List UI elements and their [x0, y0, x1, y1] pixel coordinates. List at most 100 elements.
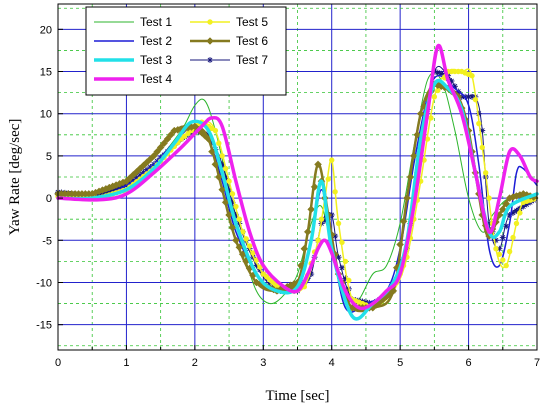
series-point	[510, 209, 517, 216]
series-point	[517, 210, 523, 216]
series-point	[362, 299, 369, 306]
series-test-1	[57, 72, 538, 312]
series-point	[332, 233, 339, 240]
x-tick-label: 1	[123, 357, 129, 369]
series-point	[246, 243, 253, 249]
x-tick-label: 0	[55, 357, 61, 369]
series-point	[315, 237, 321, 243]
series-point	[226, 186, 233, 193]
series-point	[510, 234, 516, 241]
series-point	[257, 264, 263, 270]
series-point	[232, 211, 239, 218]
series-point	[310, 182, 319, 191]
legend-item-test-5: Test 5	[190, 15, 268, 29]
y-tick-label: 5	[46, 151, 52, 163]
series-point	[163, 135, 172, 143]
series-test-3	[56, 78, 539, 321]
series-line	[56, 78, 539, 321]
series-point	[416, 109, 425, 118]
legend-item-test-7: Test 7	[190, 53, 268, 67]
legend-marker	[207, 57, 213, 63]
series-test-4	[56, 43, 539, 311]
series-point	[167, 130, 175, 139]
series-point	[250, 250, 256, 256]
series-point	[479, 127, 486, 134]
series-point	[218, 185, 227, 194]
series-point	[403, 194, 411, 202]
series-point	[233, 203, 239, 210]
series-point	[434, 69, 441, 76]
series-point	[472, 96, 479, 103]
series-point	[222, 165, 229, 172]
x-tick-label: 3	[260, 357, 266, 369]
series-point	[486, 195, 492, 201]
series-point	[406, 173, 415, 181]
y-tick-label: -15	[36, 320, 52, 332]
series-point	[399, 217, 408, 226]
series-point	[235, 243, 244, 252]
series-point	[140, 169, 147, 176]
series-point	[335, 254, 342, 261]
series-point	[468, 93, 475, 100]
series-point	[160, 139, 168, 148]
legend-label: Test 6	[236, 34, 268, 48]
series-line	[56, 43, 539, 311]
x-tick-label: 4	[329, 357, 335, 369]
series-point	[520, 203, 527, 210]
y-tick-label: 10	[40, 109, 52, 121]
legend-item-test-6: Test 6	[190, 34, 268, 48]
series-point	[506, 211, 513, 218]
x-tick-label: 7	[534, 357, 540, 369]
series-point	[465, 93, 472, 100]
legend-item-test-3: Test 3	[94, 53, 172, 67]
x-axis-title: Time [sec]	[265, 388, 329, 404]
series-point	[297, 261, 305, 270]
series-point	[502, 199, 511, 208]
series-point	[214, 173, 223, 181]
series-point	[149, 152, 158, 160]
series-point	[212, 127, 219, 134]
series-point	[253, 262, 260, 269]
series-point	[424, 136, 431, 142]
series-point	[329, 157, 335, 163]
series-point	[243, 236, 249, 242]
series-point	[503, 223, 510, 230]
series-point	[346, 277, 352, 284]
series-point	[493, 246, 499, 252]
series-point	[496, 245, 503, 252]
series-point	[240, 229, 246, 235]
legend-label: Test 1	[140, 15, 172, 29]
legend-label: Test 4	[140, 72, 172, 86]
series-point	[438, 70, 445, 77]
series-point	[339, 239, 345, 246]
y-tick-label: -5	[42, 235, 52, 247]
series-point	[469, 73, 475, 79]
legend-label: Test 2	[140, 34, 172, 48]
series-point	[332, 189, 338, 195]
legend-label: Test 3	[140, 53, 172, 67]
series-point	[308, 271, 315, 278]
series-point	[338, 264, 345, 271]
series-point	[314, 160, 322, 169]
series-point	[191, 127, 198, 134]
series-point	[137, 171, 144, 178]
series-point	[500, 257, 506, 263]
series-point	[205, 131, 212, 138]
legend-marker	[207, 19, 213, 25]
axes: Time [sec] Yaw Rate [deg/sec] 0 1 2 3 4 5 6 7 -1…	[7, 3, 540, 404]
series-point	[523, 201, 530, 208]
series-group	[54, 43, 539, 321]
series-point	[229, 199, 236, 206]
series-point	[153, 147, 162, 156]
series-point	[219, 153, 225, 159]
series-point	[482, 170, 489, 176]
series-point	[325, 176, 331, 182]
legend-item-test-4: Test 4	[94, 72, 172, 86]
series-point	[431, 94, 438, 100]
series-point	[321, 217, 328, 224]
legend-label: Test 5	[236, 15, 268, 29]
series-point	[156, 143, 165, 152]
series-point	[222, 174, 229, 180]
series-point	[503, 262, 509, 269]
series-point	[342, 275, 349, 282]
